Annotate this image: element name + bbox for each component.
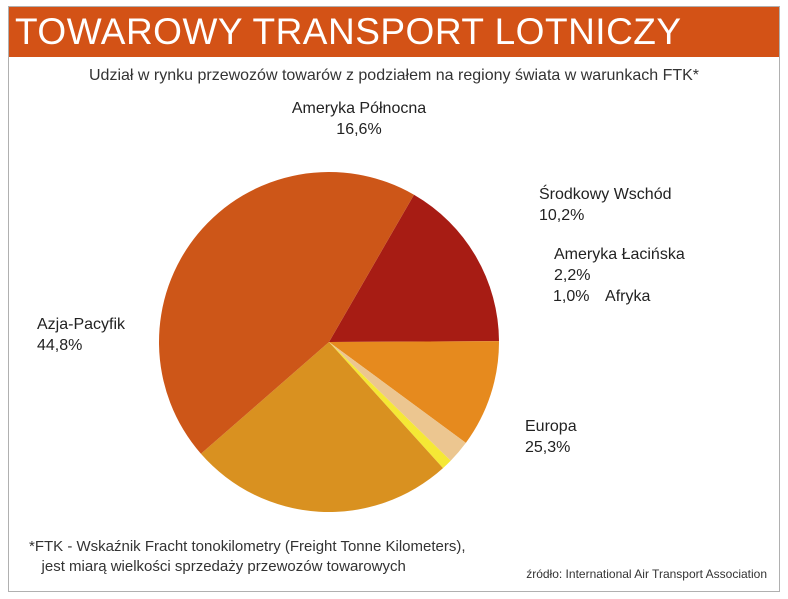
slice-label: Ameryka Północna16,6% — [292, 99, 426, 141]
slice-name: Azja-Pacyfik — [37, 315, 125, 336]
chart-area: Ameryka Północna16,6% Środkowy Wschód10,2… — [9, 87, 779, 527]
footnote: *FTK - Wskaźnik Fracht tonokilometry (Fr… — [29, 537, 466, 578]
footnote-line2: jest miarą wielkości sprzedaży przewozów… — [42, 558, 406, 575]
slice-name: Środkowy Wschód — [539, 185, 672, 206]
slice-label: 1,0% Afryka — [553, 287, 650, 308]
slice-name: Afryka — [601, 288, 650, 305]
slice-name: Europa — [525, 417, 577, 438]
slice-label: Ameryka Łacińska2,2% — [554, 245, 685, 287]
slice-name: Ameryka Łacińska — [554, 245, 685, 266]
slice-percent: 44,8% — [37, 336, 125, 357]
slice-percent: 2,2% — [554, 266, 685, 287]
source-attribution: źródło: International Air Transport Asso… — [526, 567, 767, 581]
slice-percent: 10,2% — [539, 206, 672, 227]
slice-label: Środkowy Wschód10,2% — [539, 185, 672, 227]
slice-label: Europa25,3% — [525, 417, 577, 459]
slice-name: Ameryka Północna — [292, 99, 426, 120]
footnote-line1: *FTK - Wskaźnik Fracht tonokilometry (Fr… — [29, 538, 466, 555]
title-bar: TOWAROWY TRANSPORT LOTNICZY — [9, 7, 779, 57]
slice-percent: 25,3% — [525, 438, 577, 459]
chart-subtitle: Udział w rynku przewozów towarów z podzi… — [9, 67, 779, 85]
slice-label: Azja-Pacyfik44,8% — [37, 315, 125, 357]
page-title: TOWAROWY TRANSPORT LOTNICZY — [15, 11, 682, 53]
pie-chart — [157, 170, 501, 514]
chart-frame: TOWAROWY TRANSPORT LOTNICZY Udział w ryn… — [8, 6, 780, 592]
slice-percent: 1,0% — [553, 288, 589, 305]
slice-percent: 16,6% — [292, 120, 426, 141]
